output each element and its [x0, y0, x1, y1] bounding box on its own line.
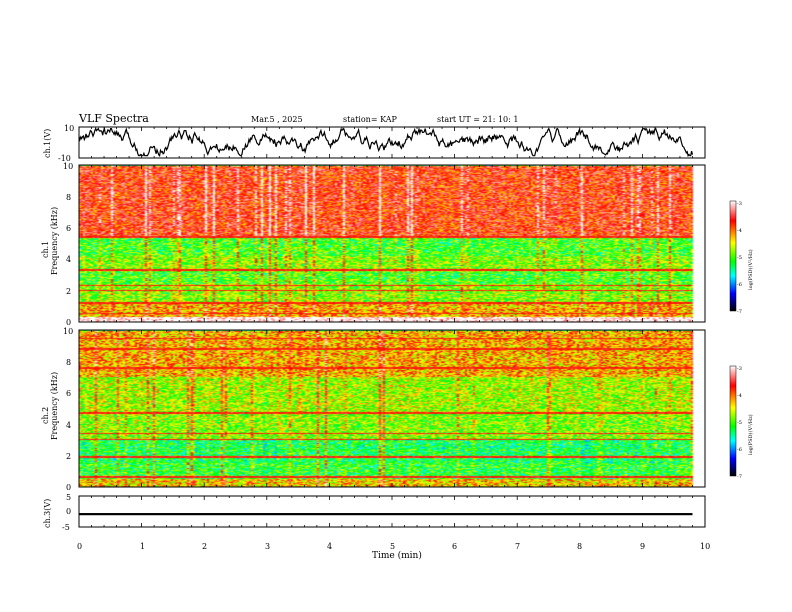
- x-tick-6: 6: [452, 542, 457, 551]
- cb1-tick-m7: -7: [737, 309, 742, 315]
- ch1-tick-8: 8: [66, 193, 71, 202]
- ch1-frequency-ticks: 0 2 4 6 8 10: [63, 162, 73, 327]
- station-label: station= KAP: [343, 115, 398, 124]
- start-time-label: start UT = 21: 10: 1: [437, 115, 518, 124]
- x-tick-4: 4: [327, 542, 332, 551]
- ch2-tick-6: 6: [66, 389, 71, 398]
- colorbar-ch2: -3 -4 -5 -6 -7 log(PSD)(V²/Hz): [729, 365, 754, 480]
- x-axis-labels: 0 1 2 3 4 5 6 7 8 9 10: [77, 542, 710, 551]
- colorbar-ch2-gradient: [729, 365, 737, 477]
- ch2-tick-4: 4: [66, 421, 71, 430]
- cb2-tick-m3: -3: [737, 366, 742, 372]
- ch1v-axis-label: ch.1(V): [43, 129, 52, 158]
- ch3v-tick-bottom: -5: [62, 523, 70, 532]
- ch2-tick-0: 0: [66, 483, 71, 492]
- ch3v-axis-label: ch.3(V): [43, 499, 52, 528]
- ch1-spectrogram: [79, 165, 705, 322]
- x-tick-1: 1: [140, 542, 145, 551]
- x-tick-10: 10: [700, 542, 710, 551]
- x-tick-7: 7: [515, 542, 520, 551]
- x-tick-8: 8: [577, 542, 582, 551]
- date-label: Mar.5 , 2025: [251, 115, 303, 124]
- colorbar-ch1: -3 -4 -5 -6 -7 log(PSD)(V²/Hz): [729, 200, 754, 315]
- ch1-frequency-label: Frequency (kHz): [50, 207, 59, 275]
- ch2-tick-8: 8: [66, 358, 71, 367]
- ch1-tick-4: 4: [66, 255, 71, 264]
- x-tick-9: 9: [640, 542, 645, 551]
- x-tick-2: 2: [202, 542, 207, 551]
- tick-marks: [78, 127, 706, 527]
- colorbar-ch1-gradient: [729, 200, 737, 312]
- ch2-spectrogram: [79, 330, 705, 487]
- cb1-tick-m6: -6: [737, 282, 742, 288]
- cb2-tick-m7: -7: [737, 474, 742, 480]
- ch1-tick-0: 0: [66, 318, 71, 327]
- cb2-tick-m5: -5: [737, 420, 742, 426]
- ch1-waveform-panel: [78, 126, 706, 159]
- ch3v-tick-mid: 0: [66, 507, 71, 516]
- ch2-tick-2: 2: [66, 452, 71, 461]
- ch2-frequency-ticks: 0 2 4 6 8 10: [63, 327, 73, 492]
- ch1-tick-2: 2: [66, 287, 71, 296]
- cb1-tick-m4: -4: [737, 228, 742, 234]
- cb1-tick-m3: -3: [737, 201, 742, 207]
- ch1-tick-10: 10: [63, 162, 73, 171]
- cb1-tick-m5: -5: [737, 255, 742, 261]
- cb2-tick-m4: -4: [737, 393, 742, 399]
- ch3v-tick-top: 5: [66, 493, 71, 502]
- cb1-label: log(PSD)(V²/Hz): [747, 249, 754, 290]
- ch3-waveform-frame: [78, 495, 706, 528]
- ch3-waveform-line: [79, 513, 693, 516]
- x-tick-5: 5: [390, 542, 395, 551]
- x-tick-3: 3: [265, 542, 270, 551]
- figure-title: VLF Spectra: [78, 112, 149, 125]
- ch1-waveform-line: [78, 126, 694, 158]
- cb2-label: log(PSD)(V²/Hz): [747, 414, 754, 455]
- ch1v-tick-bottom: -10: [58, 154, 71, 163]
- x-axis-title: Time (min): [372, 550, 422, 561]
- ch2-channel-label: ch.2: [41, 407, 50, 424]
- cb2-tick-m6: -6: [737, 447, 742, 453]
- ch1-channel-label: ch.1: [41, 241, 50, 258]
- x-tick-0: 0: [77, 542, 82, 551]
- ch2-tick-10: 10: [63, 327, 73, 336]
- ch2-frequency-label: Frequency (kHz): [50, 372, 59, 440]
- ch1v-tick-top: 10: [64, 124, 74, 133]
- ch1-tick-6: 6: [66, 224, 71, 233]
